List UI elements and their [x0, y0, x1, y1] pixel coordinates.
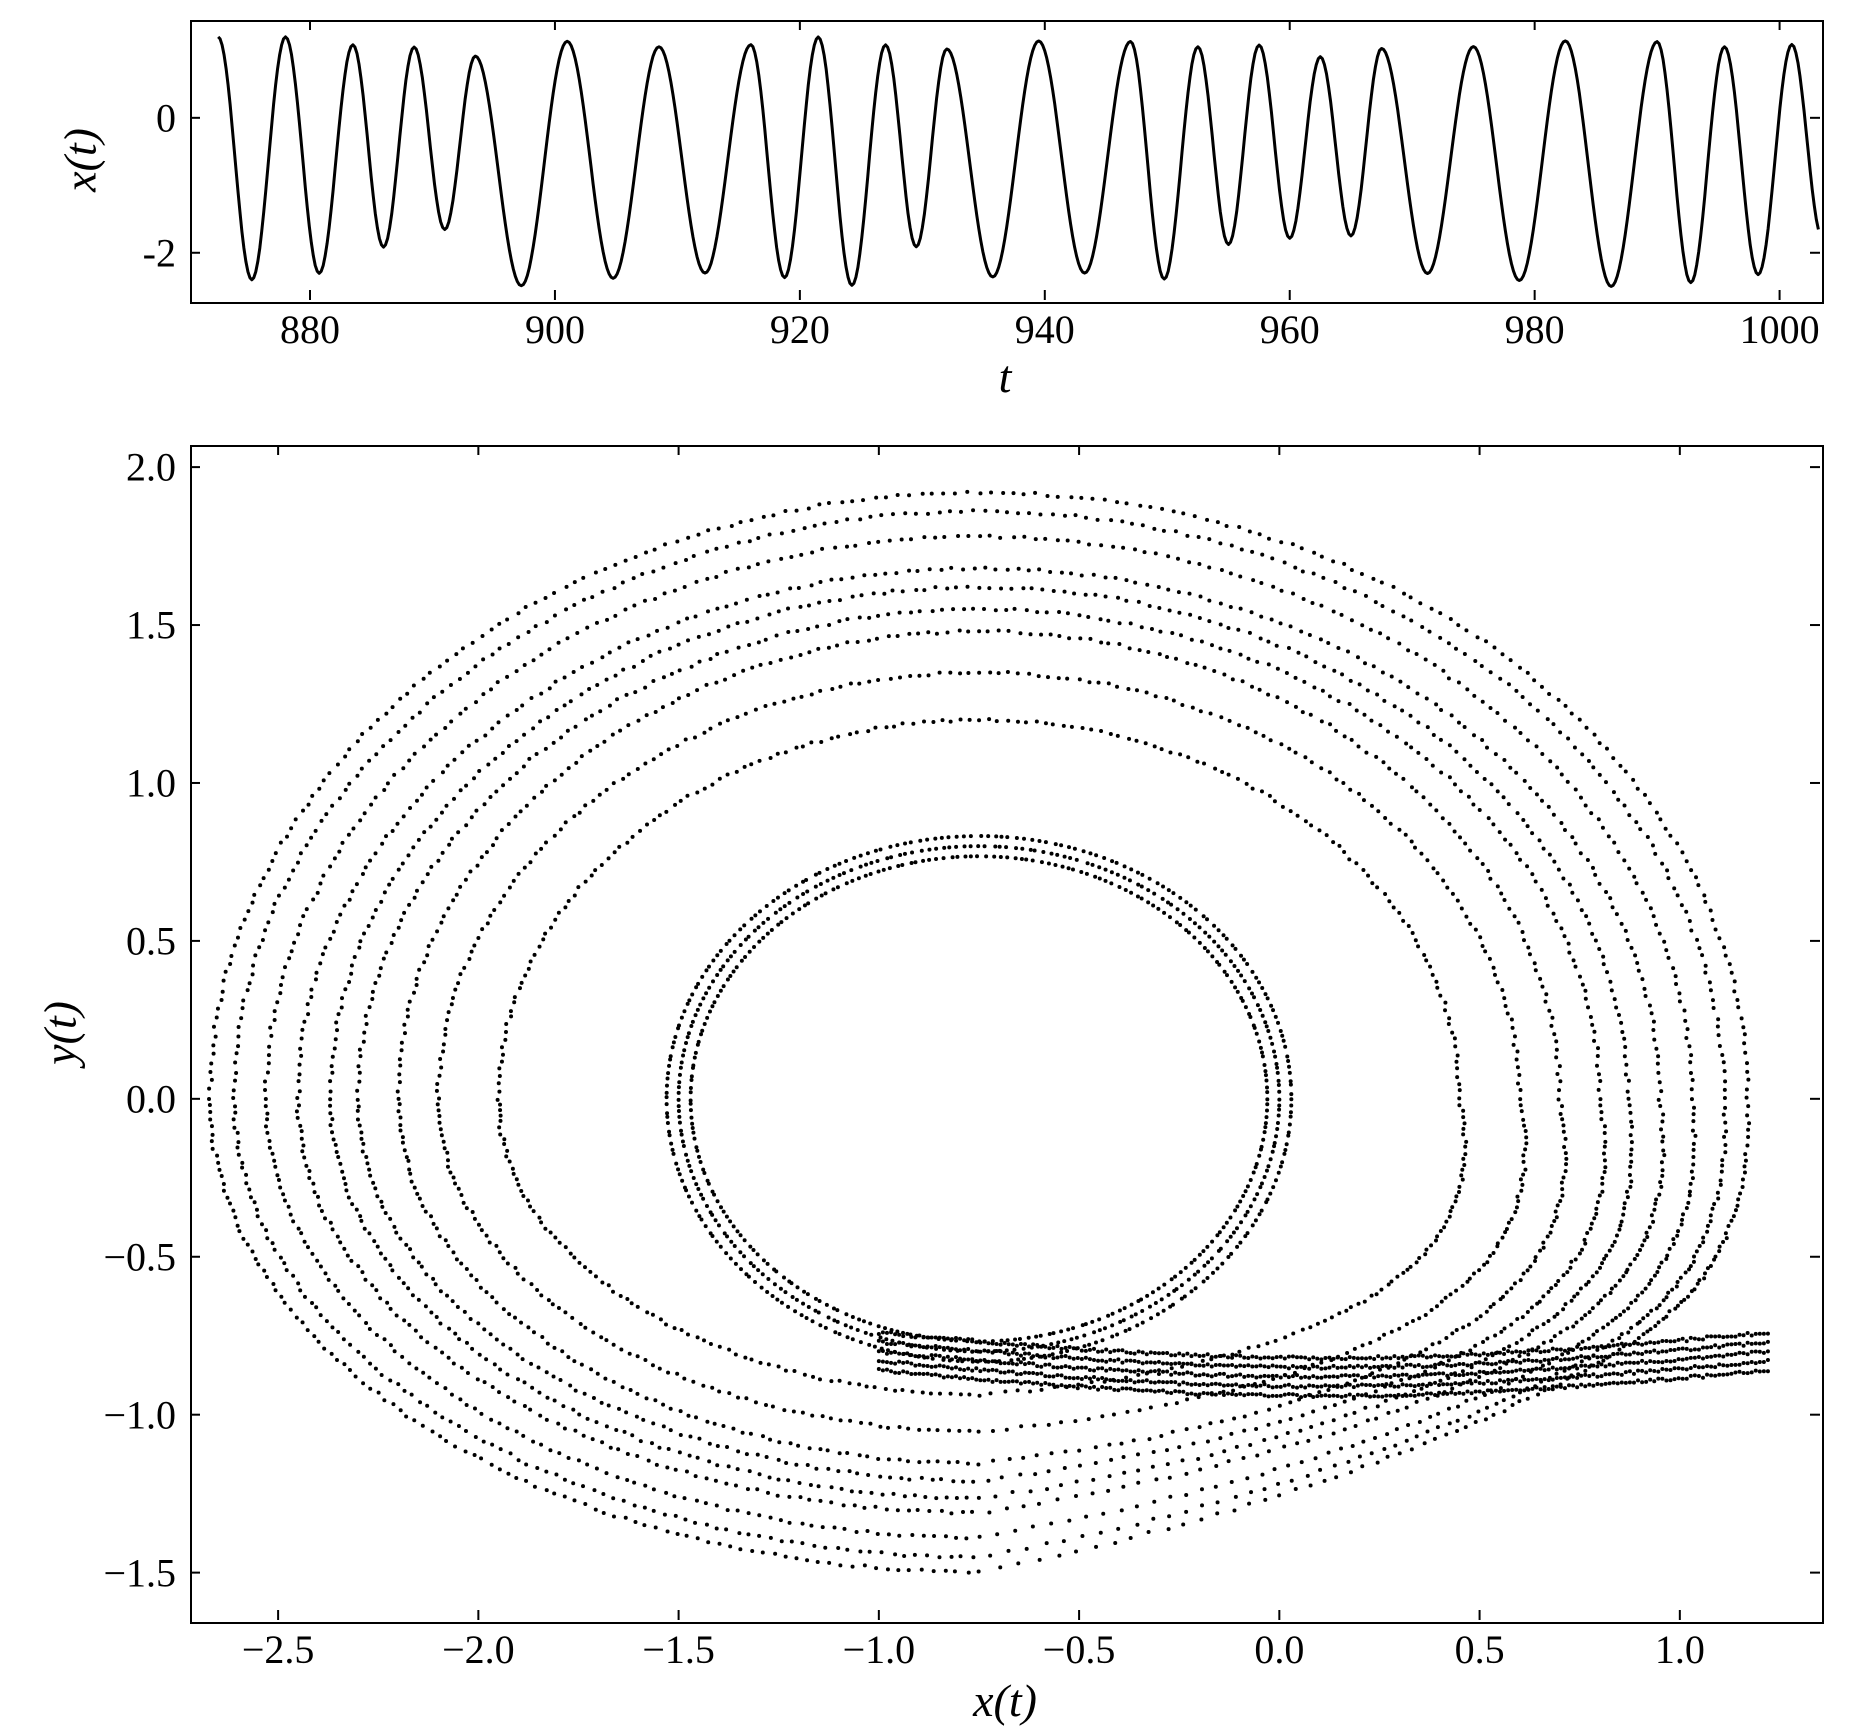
figure: 880 900 920 940 960 980 1000 -2 0 t x(t) −2.5 −2… [0, 0, 1849, 1724]
bottom-xlabel-text: x(t) [973, 1675, 1037, 1726]
bottom-xtick: 0.5 [1455, 1626, 1505, 1673]
bottom-ytick: 0.0 [126, 1075, 176, 1122]
top-xtick: 960 [1260, 306, 1320, 353]
bottom-xtick: −0.5 [1043, 1626, 1116, 1673]
top-ytick: -2 [143, 229, 176, 276]
bottom-ytick: 0.5 [126, 917, 176, 964]
attractor-markers [207, 490, 1770, 1575]
top-xtick: 940 [1015, 306, 1075, 353]
top-svg [190, 20, 1820, 300]
bottom-ytick: 1.5 [126, 602, 176, 649]
bottom-xlabel: x(t) [973, 1674, 1037, 1727]
top-ylabel-text: x(t) [55, 128, 106, 192]
bottom-ylabel-text: y(t) [35, 1001, 86, 1065]
bottom-ylabel: y(t) [34, 1001, 87, 1065]
bottom-svg [190, 445, 1820, 1620]
top-line-chart [190, 20, 1820, 300]
bottom-xtick: 0.0 [1254, 1626, 1304, 1673]
top-xtick: 1000 [1740, 306, 1820, 353]
bottom-xtick: 1.0 [1655, 1626, 1705, 1673]
top-ytick: 0 [156, 94, 176, 141]
top-xlabel: t [999, 350, 1012, 403]
top-ylabel: x(t) [54, 128, 107, 192]
bottom-ytick: 2.0 [126, 444, 176, 491]
bottom-ytick: −1.5 [103, 1549, 176, 1596]
bottom-xtick: −1.5 [642, 1626, 715, 1673]
top-xlabel-text: t [999, 351, 1012, 402]
bottom-scatter-chart [190, 445, 1820, 1620]
top-xtick: 920 [770, 306, 830, 353]
top-timeseries-line [218, 37, 1818, 287]
bottom-ytick: −0.5 [103, 1233, 176, 1280]
top-xtick: 980 [1505, 306, 1565, 353]
bottom-xtick: −2.5 [242, 1626, 315, 1673]
bottom-xtick: −1.0 [843, 1626, 916, 1673]
bottom-ytick: −1.0 [103, 1391, 176, 1438]
bottom-xtick: −2.0 [442, 1626, 515, 1673]
bottom-ytick: 1.0 [126, 759, 176, 806]
top-xtick: 880 [280, 306, 340, 353]
top-xtick: 900 [525, 306, 585, 353]
